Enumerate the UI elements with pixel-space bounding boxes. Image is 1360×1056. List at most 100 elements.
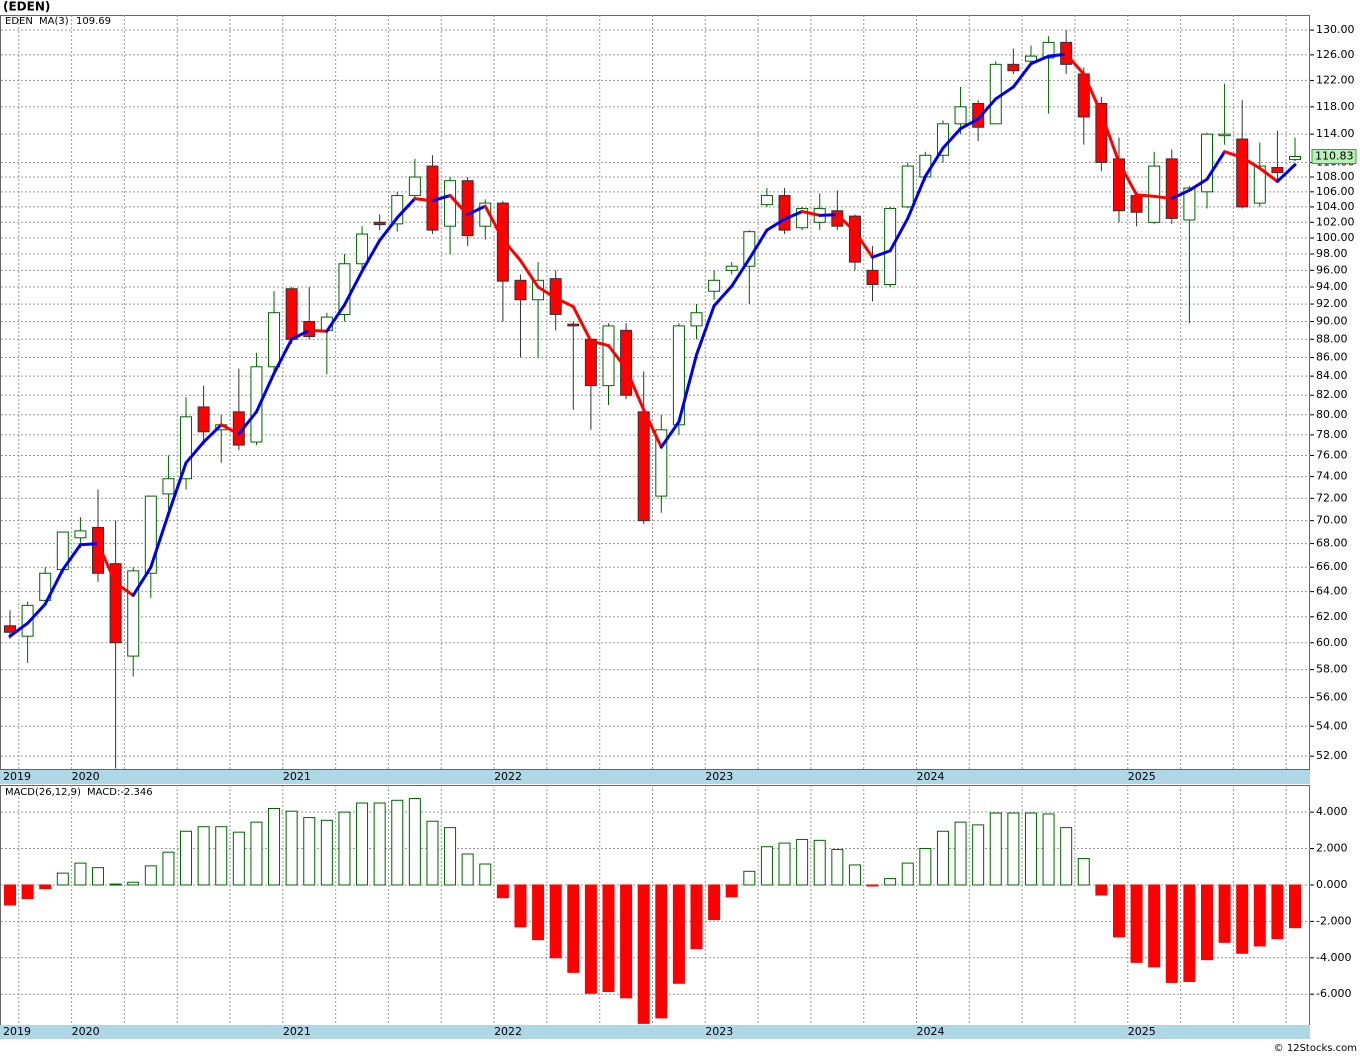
macd-bar — [496, 884, 509, 899]
candle-body — [1183, 187, 1196, 221]
macd-bar — [884, 878, 897, 886]
macd-bar — [1042, 813, 1055, 886]
macd-bar — [620, 884, 633, 999]
candle-body — [4, 625, 16, 633]
candle-body — [39, 572, 52, 601]
y-tick-label: 114.00 — [1316, 127, 1355, 140]
macd-bar — [320, 819, 333, 886]
macd-bar — [479, 863, 492, 886]
macd-bar — [56, 872, 69, 886]
last-price-box — [1311, 149, 1357, 165]
macd-bar — [162, 851, 175, 886]
ma-line — [96, 542, 118, 585]
candle-body — [444, 180, 457, 227]
macd-bar — [144, 865, 157, 886]
x-tick-label: 2025 — [1128, 770, 1156, 783]
ma-line — [1258, 166, 1279, 183]
date-strip — [0, 1025, 1310, 1039]
candle-body — [725, 265, 738, 271]
x-tick-label: 2019 — [3, 1025, 31, 1038]
candle-body — [373, 221, 386, 226]
legend-symbol: EDEN — [5, 16, 33, 27]
ma-line — [1223, 150, 1244, 159]
candle-body — [708, 279, 721, 292]
ma-line — [818, 213, 839, 217]
ma-line — [606, 344, 628, 371]
macd-bar — [408, 797, 421, 886]
macd-bar — [303, 817, 316, 886]
ma-line — [430, 194, 452, 203]
macd-bar — [92, 867, 105, 886]
y-tick-label: 84.00 — [1316, 369, 1348, 382]
macd-bar — [268, 807, 281, 886]
candle-body — [690, 312, 703, 327]
ma-line — [1205, 150, 1227, 181]
y-tick-label: 108.00 — [1316, 170, 1355, 183]
y-tick-label: -6.000 — [1316, 987, 1351, 1000]
candle-body — [92, 526, 105, 574]
macd-bar — [567, 884, 580, 973]
candle-body — [1130, 195, 1143, 213]
date-strip — [0, 770, 1310, 784]
candle-body — [1236, 138, 1249, 208]
candle-body — [514, 279, 527, 301]
y-tick-label: 74.00 — [1316, 470, 1348, 483]
ma-line — [783, 209, 804, 221]
ma-line — [1064, 52, 1086, 76]
candle-body — [197, 406, 210, 433]
y-tick-label: 106.00 — [1316, 185, 1355, 198]
y-tick-label: 86.00 — [1316, 351, 1348, 364]
macd-bar — [989, 812, 1002, 886]
candle-body — [285, 288, 298, 340]
y-tick-label: 102.00 — [1316, 215, 1355, 228]
ma-line — [114, 581, 135, 597]
ma-line — [378, 216, 399, 242]
ma-line — [959, 117, 980, 131]
macd-bar — [848, 864, 861, 886]
ma-line — [888, 216, 910, 253]
ma-line — [342, 269, 364, 307]
candle-body — [1148, 165, 1161, 223]
y-tick-label: 58.00 — [1316, 663, 1348, 676]
legend-ma: MA(3) — [39, 16, 69, 27]
y-tick-label: 2.000 — [1316, 842, 1348, 855]
ma-line — [994, 85, 1015, 101]
ma-line — [624, 367, 646, 412]
macd-bar — [461, 853, 474, 886]
last-price-label: 110.83 — [1315, 150, 1354, 163]
x-tick-label: 2022 — [494, 1025, 522, 1038]
ma-line — [589, 339, 610, 348]
footer: © 12Stocks.com — [1274, 1043, 1357, 1054]
ma-line — [1275, 163, 1297, 183]
y-tick-label: 56.00 — [1316, 690, 1348, 703]
ma-line — [237, 410, 258, 436]
ma-line — [448, 194, 470, 217]
candle-body — [180, 416, 193, 480]
ma-line — [395, 197, 417, 220]
macd-bar — [21, 884, 34, 900]
macd-bar — [831, 848, 844, 886]
macd-bar — [1271, 884, 1284, 940]
ma-line — [835, 213, 857, 234]
macd-bar — [1253, 884, 1266, 947]
y-tick-label: 122.00 — [1316, 73, 1355, 86]
ma-line — [307, 328, 329, 333]
ma-line — [61, 543, 82, 572]
macd-bar — [215, 826, 228, 886]
ma-line — [202, 423, 223, 444]
ma-line — [26, 602, 47, 625]
x-tick-label: 2023 — [705, 770, 733, 783]
y-tick-label: 98.00 — [1316, 247, 1348, 260]
y-tick-label: 62.00 — [1316, 610, 1348, 623]
ma-line — [695, 304, 716, 357]
macd-bar — [901, 862, 914, 886]
macd-bar — [760, 846, 773, 886]
candle-body — [672, 325, 685, 426]
y-tick-label: 118.00 — [1316, 100, 1355, 113]
y-tick-label: 68.00 — [1316, 537, 1348, 550]
x-tick-label: 2019 — [3, 770, 31, 783]
candle-body — [760, 195, 773, 206]
x-tick-label: 2022 — [494, 770, 522, 783]
macd-bar — [1112, 884, 1125, 938]
ma-line — [571, 305, 593, 343]
